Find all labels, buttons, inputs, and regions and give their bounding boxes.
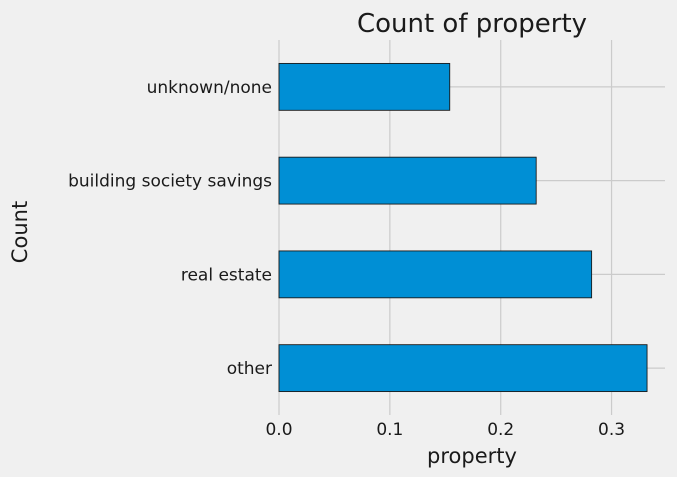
bar (278, 344, 648, 393)
y-tick-label: real estate (181, 265, 272, 285)
x-tick-label: 0.3 (598, 420, 625, 440)
x-tick-labels: 0.0 0.1 0.2 0.3 (265, 420, 625, 440)
y-tick-label: building society savings (68, 172, 272, 192)
y-tick-label: unknown/none (147, 78, 272, 98)
bar (278, 250, 593, 299)
x-tick-label: 0.1 (376, 420, 403, 440)
bars (278, 62, 648, 393)
x-tick-label: 0.2 (487, 420, 514, 440)
y-axis-label: Count (8, 201, 32, 263)
x-tick-label: 0.0 (265, 420, 292, 440)
chart-title: Count of property (357, 9, 587, 39)
bar (278, 62, 451, 111)
bar (278, 156, 537, 205)
y-tick-label: other (227, 359, 272, 379)
y-tick-labels: other real estate building society savings… (68, 78, 272, 379)
x-axis-label: property (427, 444, 517, 468)
